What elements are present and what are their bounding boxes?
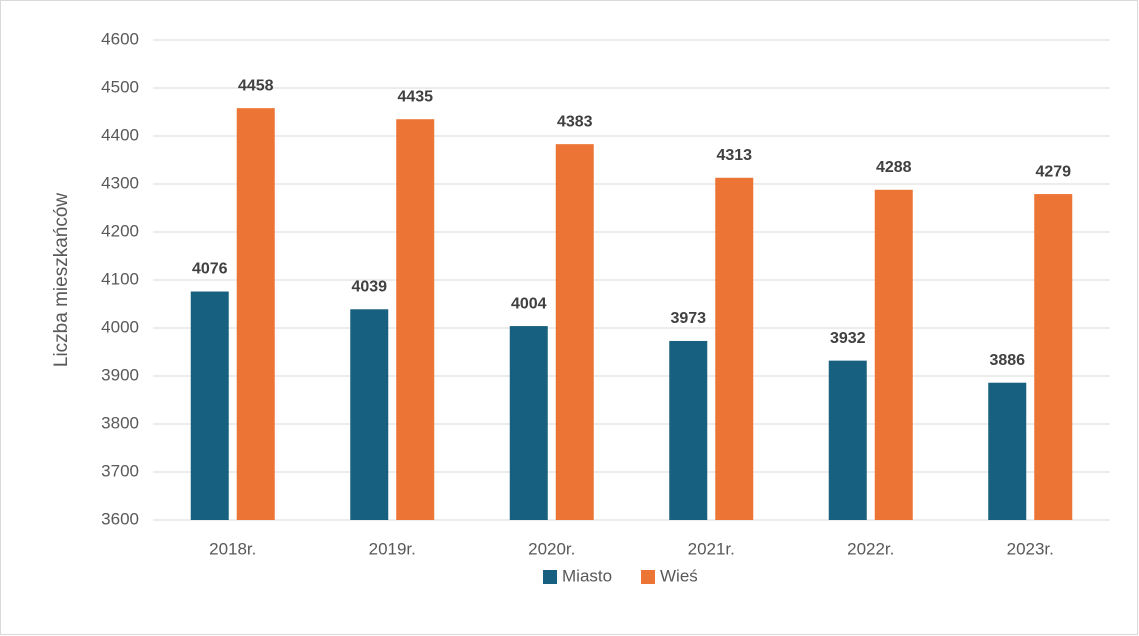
data-label: 4039 xyxy=(351,278,387,295)
bar xyxy=(715,177,754,520)
y-tick-label: 4600 xyxy=(101,29,139,48)
y-tick-label: 4100 xyxy=(101,269,139,288)
y-tick-label: 3600 xyxy=(101,509,139,528)
data-label: 4383 xyxy=(557,113,593,130)
bar xyxy=(669,340,708,520)
bar xyxy=(988,382,1027,520)
x-tick-label: 2018r. xyxy=(209,539,256,558)
data-label: 3932 xyxy=(830,330,866,347)
bar xyxy=(509,326,548,520)
y-tick-label: 4000 xyxy=(101,317,139,336)
bar xyxy=(874,189,913,520)
legend-swatch xyxy=(641,570,655,584)
bar xyxy=(396,119,435,520)
y-tick-label: 4500 xyxy=(101,77,139,96)
bar xyxy=(236,108,275,520)
x-tick-label: 2020r. xyxy=(528,539,575,558)
bar xyxy=(555,144,594,520)
bar xyxy=(190,291,229,520)
data-label: 4313 xyxy=(716,147,752,164)
y-tick-label: 4400 xyxy=(101,125,139,144)
x-tick-label: 2022r. xyxy=(847,539,894,558)
data-label: 4288 xyxy=(876,159,912,176)
bar xyxy=(350,309,389,520)
bar xyxy=(828,360,867,520)
legend-label: Miasto xyxy=(562,566,612,585)
legend-label: Wieś xyxy=(660,566,698,585)
y-axis-label: Liczba mieszkańców xyxy=(51,193,72,368)
y-tick-label: 3900 xyxy=(101,365,139,384)
legend-swatch xyxy=(543,570,557,584)
data-label: 4004 xyxy=(511,295,547,312)
data-label: 4435 xyxy=(397,88,433,105)
data-label: 3886 xyxy=(989,352,1025,369)
y-tick-label: 3700 xyxy=(101,461,139,480)
data-label: 4458 xyxy=(238,77,274,94)
data-label: 4279 xyxy=(1035,163,1071,180)
x-tick-label: 2019r. xyxy=(369,539,416,558)
y-tick-label: 4300 xyxy=(101,173,139,192)
bar xyxy=(1034,194,1073,520)
data-label: 4076 xyxy=(192,261,228,278)
x-tick-label: 2023r. xyxy=(1007,539,1054,558)
x-tick-label: 2021r. xyxy=(688,539,735,558)
y-tick-label: 3800 xyxy=(101,413,139,432)
data-label: 3973 xyxy=(670,310,706,327)
y-tick-label: 4200 xyxy=(101,221,139,240)
